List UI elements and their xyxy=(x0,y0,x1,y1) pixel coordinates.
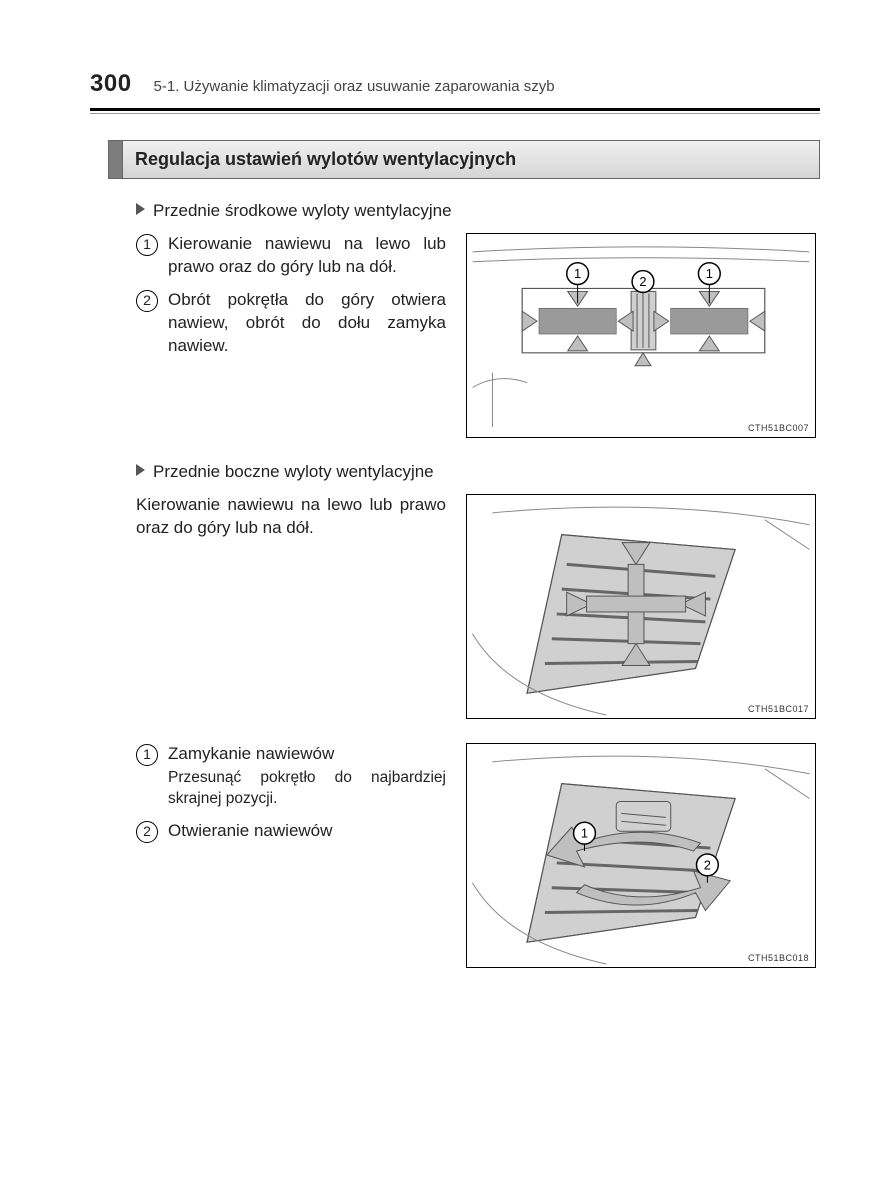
number-badge-1: 1 xyxy=(136,744,158,766)
page-number: 300 xyxy=(90,70,132,98)
subheading-text: Przednie środkowe wyloty wentylacyjne xyxy=(153,201,452,220)
header-rule-thin xyxy=(90,113,820,114)
subheading-side-vents: Przednie boczne wyloty wentylacyjne xyxy=(136,462,820,482)
svg-text:1: 1 xyxy=(581,826,588,841)
figure-code: CTH51BC007 xyxy=(748,423,809,433)
item-text: Kierowanie nawiewu na lewo lub prawo ora… xyxy=(168,233,446,279)
svg-text:2: 2 xyxy=(639,274,646,289)
figure-code: CTH51BC018 xyxy=(748,953,809,963)
chapter-title: 5-1. Używanie klimatyzacji oraz usuwanie… xyxy=(154,78,555,95)
side-vent-text: Kierowanie nawiewu na lewo lub prawo ora… xyxy=(136,494,446,540)
section-tab xyxy=(109,141,123,178)
list-item: 1 Kierowanie nawiewu na lewo lub prawo o… xyxy=(136,233,446,279)
list-item: 1 Zamykanie nawiewów Przesunąć pokrętło … xyxy=(136,743,446,810)
item-note: Przesunąć pokrętło do najbar­dziej skraj… xyxy=(168,768,446,810)
section-title: Regulacja ustawień wylotów wentylacyjnyc… xyxy=(123,141,819,178)
number-badge-2: 2 xyxy=(136,821,158,843)
figure-side-vent-direction: CTH51BC017 xyxy=(466,494,816,719)
section-heading-bar: Regulacja ustawień wylotów wentylacyjnyc… xyxy=(108,140,820,179)
svg-text:1: 1 xyxy=(706,266,713,281)
list-item: 2 Otwieranie nawiewów xyxy=(136,820,446,843)
number-badge-2: 2 xyxy=(136,290,158,312)
header-rule-thick xyxy=(90,108,820,111)
item-text: Zamykanie nawiewów xyxy=(168,743,446,766)
svg-text:1: 1 xyxy=(574,266,581,281)
subheading-text: Przednie boczne wyloty wentylacyjne xyxy=(153,462,434,481)
figure-code: CTH51BC017 xyxy=(748,704,809,714)
item-text: Obrót pokrętła do góry otwiera nawiew, o… xyxy=(168,289,446,358)
number-badge-1: 1 xyxy=(136,234,158,256)
svg-text:2: 2 xyxy=(704,857,711,872)
figure-side-vent-open-close: 1 2 CTH51BC018 xyxy=(466,743,816,968)
triangle-bullet-icon xyxy=(136,464,145,476)
subheading-centre-vents: Przednie środkowe wyloty wentylacyjne xyxy=(136,201,820,221)
triangle-bullet-icon xyxy=(136,203,145,215)
item-text: Otwieranie nawiewów xyxy=(168,820,446,843)
list-item: 2 Obrót pokrętła do góry otwiera nawiew,… xyxy=(136,289,446,358)
figure-centre-vents: 1 1 2 CTH51BC007 xyxy=(466,233,816,438)
